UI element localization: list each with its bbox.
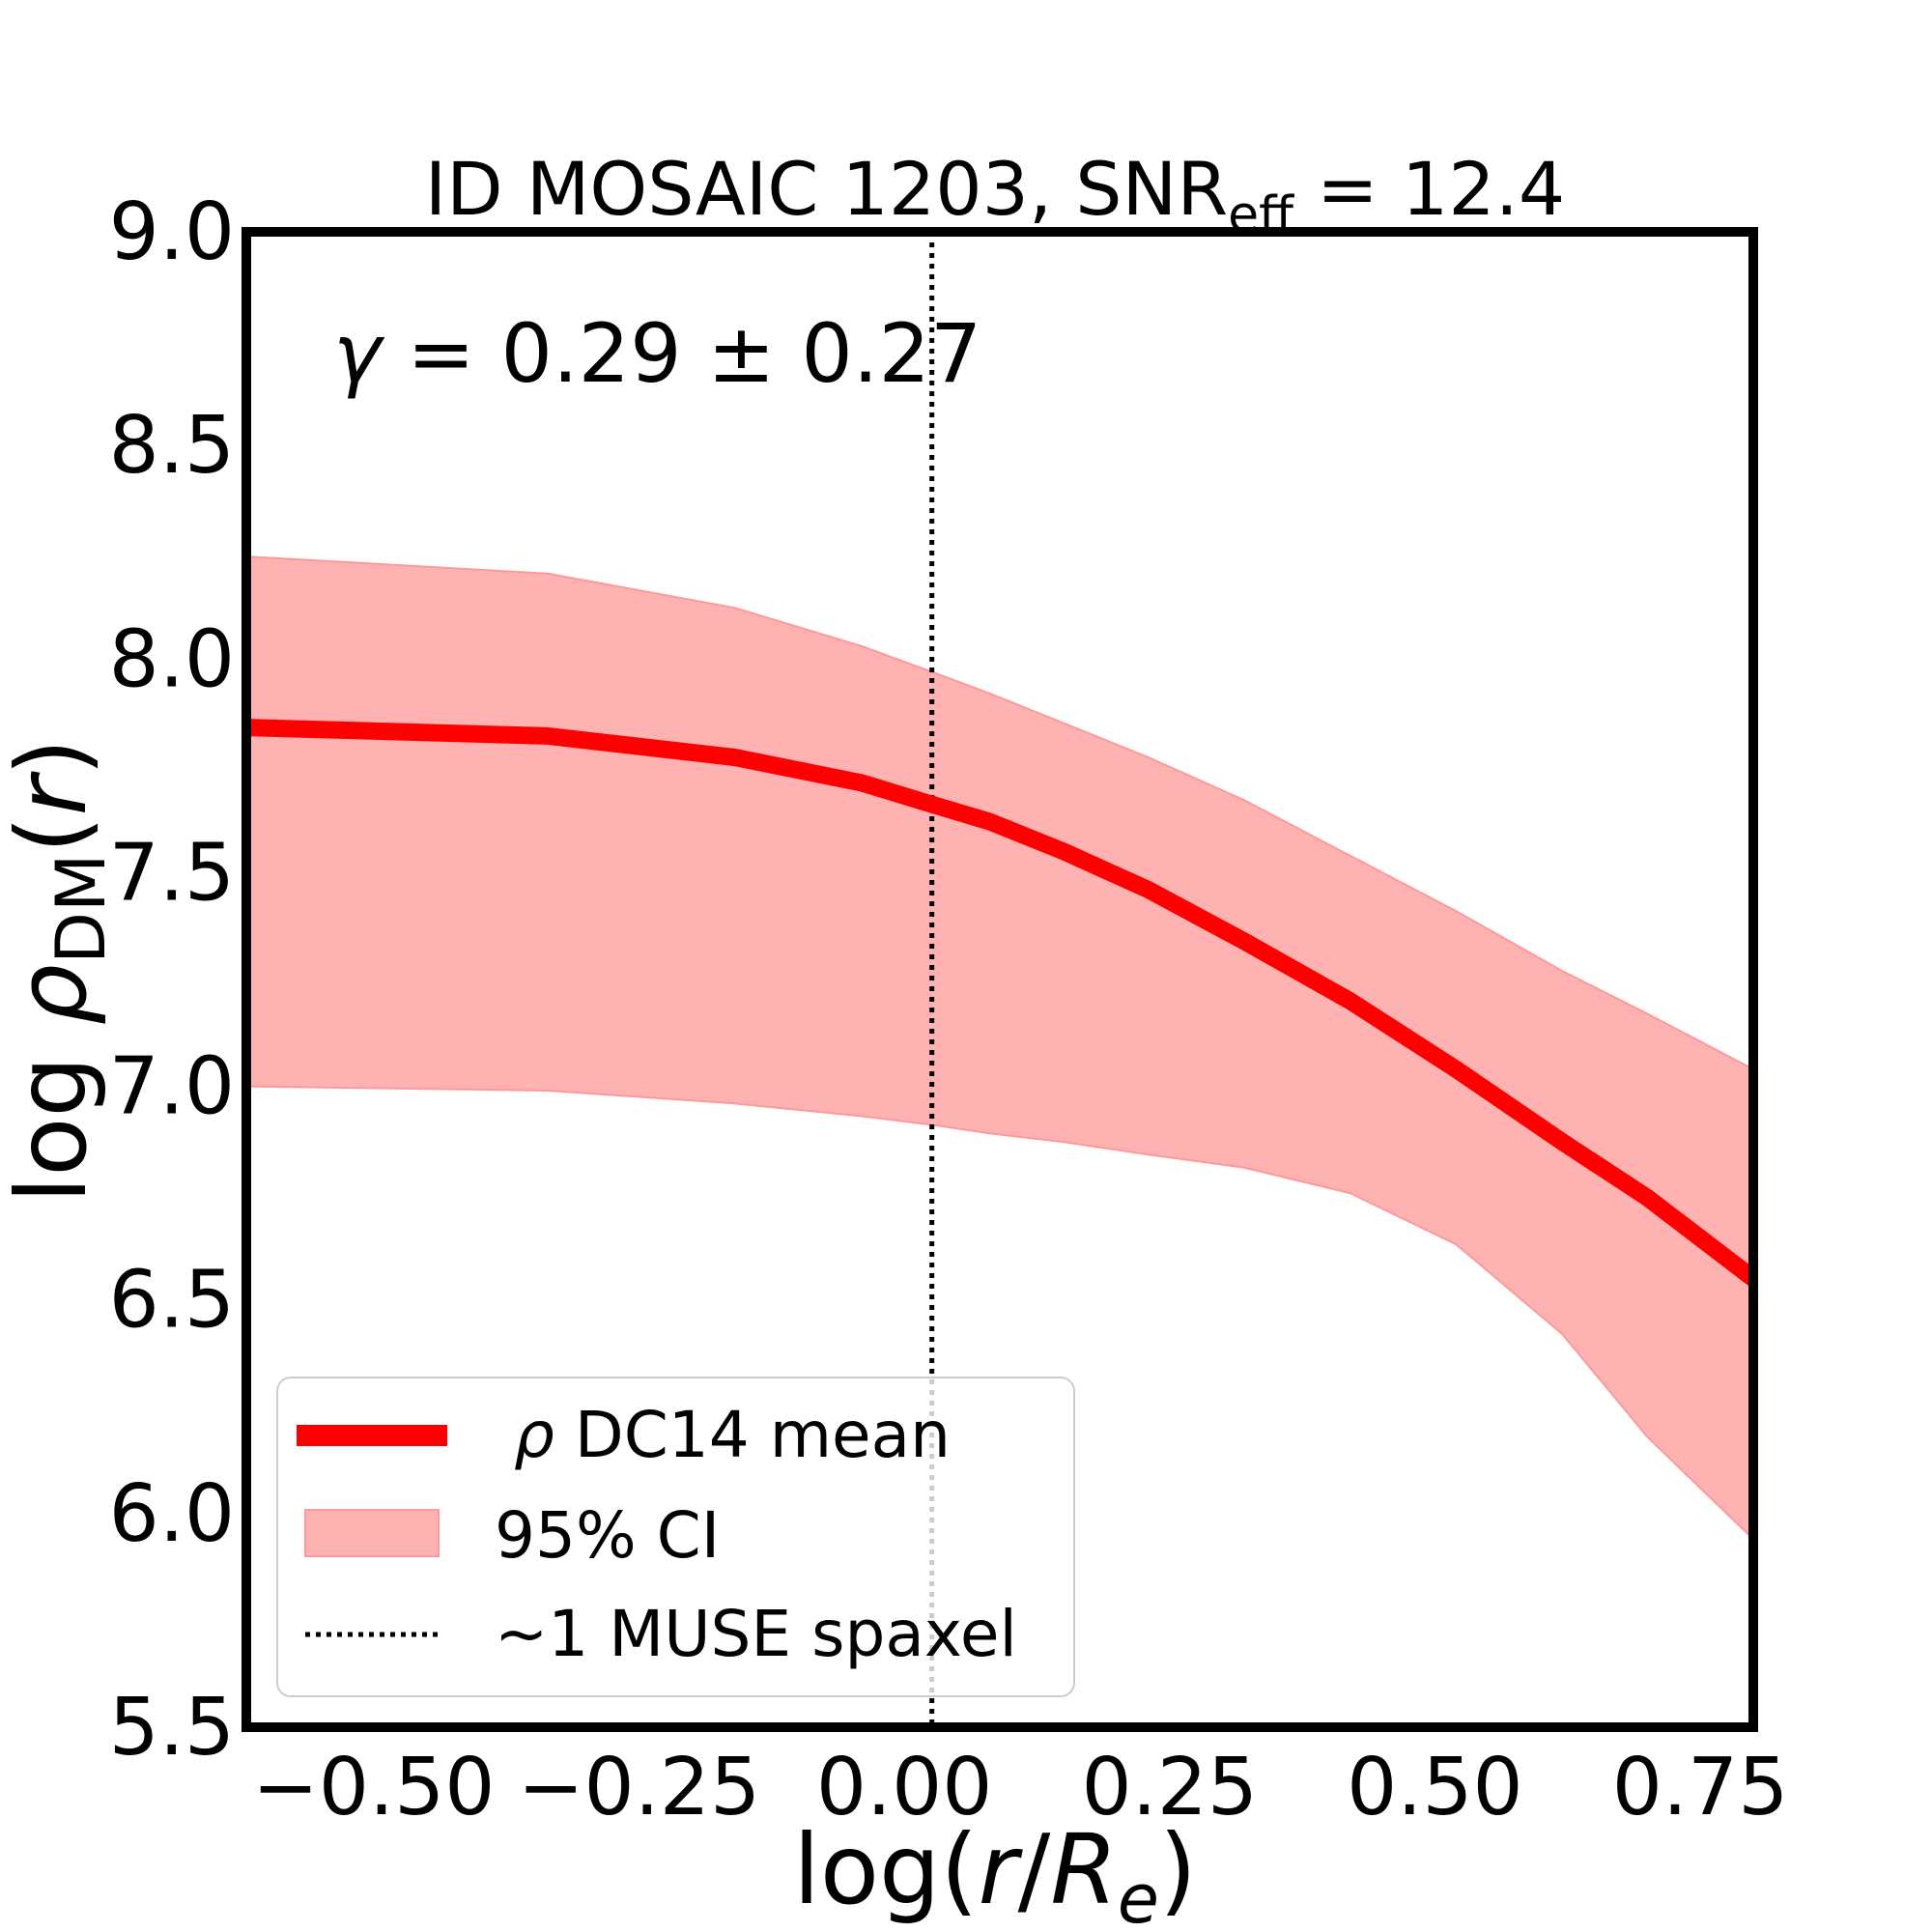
legend-label-spaxel: ~1 MUSE spaxel [495,1597,1017,1671]
y-tick-label: 6.5 [109,1255,235,1347]
plot-frame [242,227,1758,1732]
legend-frame [276,1377,1075,1697]
x-axis-label: log(r/Re) [793,1813,1197,1932]
legend-band-swatch [304,1509,440,1557]
mean-line-0 [246,719,1753,1286]
confidence-band [246,555,1753,1541]
y-tick-label: 9.0 [109,186,235,278]
y-tick-label: 7.5 [109,827,235,919]
gamma-annotation: γ = 0.29 ± 0.27 [333,306,981,401]
y-axis-label: log ρDM(r) [0,738,121,1203]
x-tick-label: 0.75 [1612,1742,1789,1833]
chart-title: ID MOSAIC 1203, SNReff = 12.4 [425,146,1565,244]
y-tick-label: 6.0 [109,1468,235,1560]
y-tick-label: 8.0 [109,613,235,705]
x-tick-label: 0.00 [816,1742,993,1833]
y-tick-label: 5.5 [109,1682,235,1774]
x-tick-label: 0.25 [1081,1742,1258,1833]
x-tick-label: 0.50 [1347,1742,1523,1833]
x-tick-label: −0.50 [252,1742,495,1833]
legend-label-mean: ρ DC14 mean [514,1398,951,1472]
y-tick-label: 7.0 [109,1041,235,1133]
legend: ρ DC14 mean 95% CI ~1 MUSE spaxel [276,1377,1075,1697]
legend-label-ci: 95% CI [495,1498,720,1573]
y-tick-label: 8.5 [109,400,235,492]
x-tick-label: −0.25 [518,1742,760,1833]
